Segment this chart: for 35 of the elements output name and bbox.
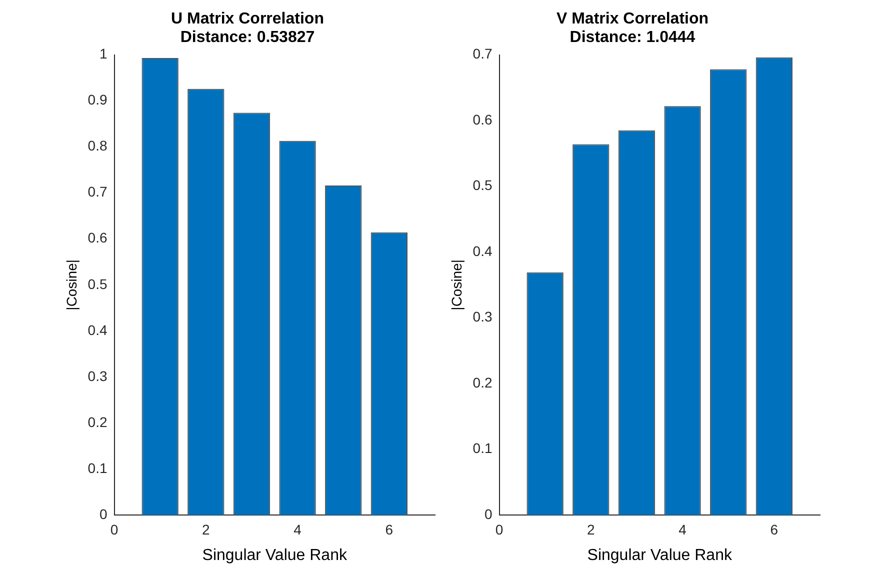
y-tick-label: 0 (484, 506, 492, 522)
y-tick-label: 0.7 (88, 184, 108, 200)
y-tick-label: 0.2 (472, 374, 492, 390)
y-tick-label: 0.4 (472, 242, 492, 259)
chart-subtitle: Distance: 0.53827 (180, 29, 315, 46)
y-tick-label: 0.2 (88, 414, 108, 430)
y-tick-label: 0 (99, 506, 108, 522)
x-tick-label: 0 (495, 521, 504, 538)
x-axis-title: Singular Value Rank (202, 546, 348, 564)
y-tick-label: 0.4 (88, 322, 108, 338)
y-tick-label: 0.1 (472, 440, 492, 456)
y-tick-label: 0.5 (88, 276, 108, 292)
y-axis-title: |Cosine| (63, 259, 80, 310)
y-tick-label: 0.3 (88, 368, 108, 384)
y-tick-label: 0.6 (472, 111, 492, 128)
y-tick-label: 0.7 (472, 46, 492, 62)
x-tick-label: 4 (678, 521, 687, 538)
x-axis-title: Singular Value Rank (587, 546, 733, 564)
y-tick-label: 0.9 (88, 92, 108, 108)
y-tick-label: 0.3 (472, 308, 492, 325)
chart-title: V Matrix Correlation (556, 10, 709, 28)
chart-subtitle: Distance: 1.0444 (570, 29, 696, 46)
x-tick-label: 2 (587, 521, 596, 538)
x-tick-label: 0 (110, 521, 118, 538)
y-tick-label: 0.8 (88, 138, 108, 154)
y-tick-label: 0.1 (88, 460, 108, 476)
x-tick-label: 6 (385, 521, 394, 538)
x-tick-label: 6 (770, 521, 778, 538)
y-tick-label: 1 (99, 46, 108, 62)
chart-title: U Matrix Correlation (171, 10, 324, 28)
x-tick-label: 2 (202, 521, 210, 538)
x-tick-label: 4 (294, 521, 302, 538)
y-axis-title: |Cosine| (448, 259, 464, 310)
y-tick-label: 0.5 (472, 177, 492, 194)
y-tick-label: 0.6 (88, 230, 108, 246)
